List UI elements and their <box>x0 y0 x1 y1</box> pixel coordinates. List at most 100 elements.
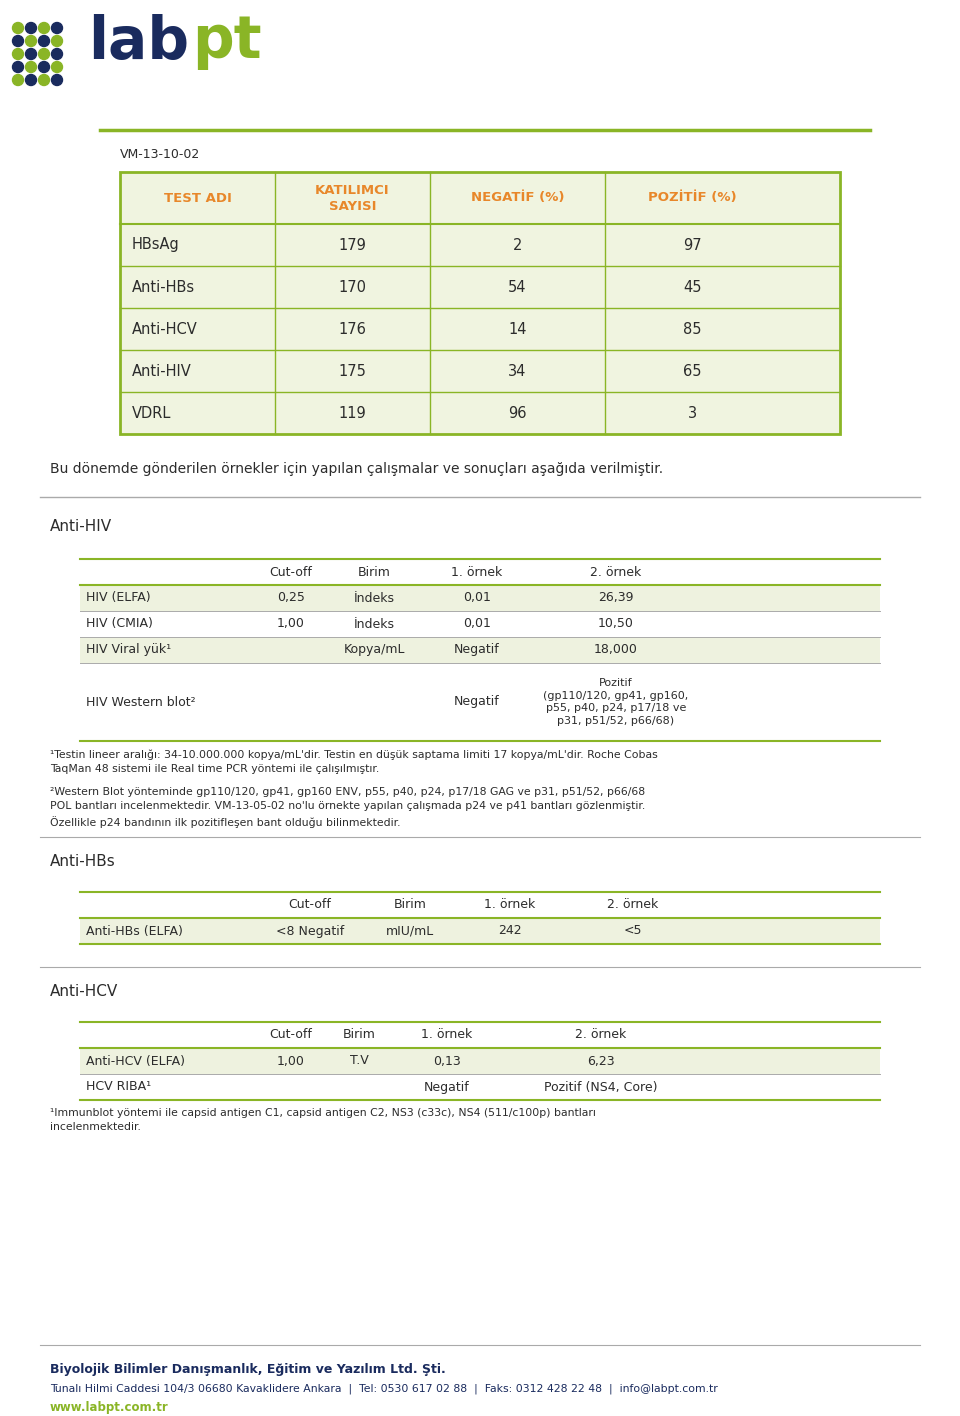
Text: Anti-HBs: Anti-HBs <box>50 854 116 869</box>
Circle shape <box>26 35 36 47</box>
Text: 175: 175 <box>339 364 367 378</box>
Text: 26,39: 26,39 <box>598 592 634 605</box>
Text: mIU/mL: mIU/mL <box>386 925 434 937</box>
Text: 45: 45 <box>684 279 702 295</box>
Text: 1,00: 1,00 <box>277 617 305 630</box>
Text: VM-13-10-02: VM-13-10-02 <box>120 149 201 161</box>
Text: Cut-off: Cut-off <box>270 565 312 579</box>
Circle shape <box>52 48 62 59</box>
Text: Negatif: Negatif <box>454 643 500 657</box>
Text: Anti-HCV: Anti-HCV <box>132 321 198 337</box>
Text: Birim: Birim <box>343 1028 376 1042</box>
Text: 14: 14 <box>508 321 527 337</box>
Circle shape <box>12 48 23 59</box>
Text: Kopya/mL: Kopya/mL <box>344 643 405 657</box>
Text: 0,25: 0,25 <box>277 592 305 605</box>
Text: Birim: Birim <box>394 899 426 912</box>
Text: TEST ADI: TEST ADI <box>163 191 231 204</box>
Circle shape <box>26 75 36 85</box>
Text: Negatif: Negatif <box>424 1080 469 1093</box>
Text: HIV Viral yük¹: HIV Viral yük¹ <box>86 643 171 657</box>
Text: <8 Negatif: <8 Negatif <box>276 925 344 937</box>
Text: 3: 3 <box>688 405 697 421</box>
Text: 1. örnek: 1. örnek <box>451 565 503 579</box>
Text: <5: <5 <box>623 925 641 937</box>
Circle shape <box>12 75 23 85</box>
Circle shape <box>12 35 23 47</box>
Text: ²Western Blot yönteminde gp110/120, gp41, gp160 ENV, p55, p40, p24, p17/18 GAG v: ²Western Blot yönteminde gp110/120, gp41… <box>50 787 645 828</box>
Bar <box>80 1048 880 1073</box>
Circle shape <box>26 48 36 59</box>
Bar <box>80 1073 880 1100</box>
Circle shape <box>38 48 50 59</box>
Text: 1,00: 1,00 <box>277 1055 305 1068</box>
Text: 179: 179 <box>339 238 367 252</box>
Text: Pozitif
(gp110/120, gp41, gp160,
p55, p40, p24, p17/18 ve
p31, p51/52, p66/68): Pozitif (gp110/120, gp41, gp160, p55, p4… <box>543 678 688 726</box>
Circle shape <box>38 75 50 85</box>
Text: 1. örnek: 1. örnek <box>421 1028 472 1042</box>
Text: 2: 2 <box>513 238 522 252</box>
Text: Birim: Birim <box>358 565 391 579</box>
Text: NEGATİF (%): NEGATİF (%) <box>470 191 564 204</box>
Text: Pozitif (NS4, Core): Pozitif (NS4, Core) <box>544 1080 658 1093</box>
Circle shape <box>38 23 50 34</box>
Text: Anti-HBs: Anti-HBs <box>132 279 195 295</box>
Text: 34: 34 <box>508 364 527 378</box>
Text: T.V: T.V <box>350 1055 369 1068</box>
Circle shape <box>38 61 50 72</box>
Text: HIV (CMIA): HIV (CMIA) <box>86 617 153 630</box>
Text: POZİTİF (%): POZİTİF (%) <box>648 191 737 204</box>
Text: pt: pt <box>192 14 262 71</box>
Text: 0,01: 0,01 <box>463 592 491 605</box>
Bar <box>80 585 880 610</box>
Text: Biyolojik Bilimler Danışmanlık, Eğitim ve Yazılım Ltd. Şti.: Biyolojik Bilimler Danışmanlık, Eğitim v… <box>50 1364 445 1376</box>
Circle shape <box>26 23 36 34</box>
Text: 2. örnek: 2. örnek <box>575 1028 627 1042</box>
Text: 2. örnek: 2. örnek <box>607 899 659 912</box>
Circle shape <box>52 75 62 85</box>
Text: Cut-off: Cut-off <box>289 899 331 912</box>
Text: 6,23: 6,23 <box>588 1055 614 1068</box>
Text: HCV RIBA¹: HCV RIBA¹ <box>86 1080 151 1093</box>
Text: Anti-HIV: Anti-HIV <box>50 520 112 534</box>
Text: KATILIMCI
SAYISI: KATILIMCI SAYISI <box>315 184 390 212</box>
Text: ¹Testin lineer aralığı: 34-10.000.000 kopya/mL'dir. Testin en düşük saptama limi: ¹Testin lineer aralığı: 34-10.000.000 ko… <box>50 749 658 773</box>
Text: İndeks: İndeks <box>354 617 395 630</box>
Text: Bu dönemde gönderilen örnekler için yapılan çalışmalar ve sonuçları aşağıda veri: Bu dönemde gönderilen örnekler için yapı… <box>50 462 663 476</box>
Circle shape <box>52 35 62 47</box>
Text: 54: 54 <box>508 279 527 295</box>
Text: 85: 85 <box>684 321 702 337</box>
Text: Anti-HCV (ELFA): Anti-HCV (ELFA) <box>86 1055 185 1068</box>
Text: www.labpt.com.tr: www.labpt.com.tr <box>50 1400 169 1415</box>
Text: HIV (ELFA): HIV (ELFA) <box>86 592 151 605</box>
Text: 97: 97 <box>684 238 702 252</box>
Text: 18,000: 18,000 <box>594 643 638 657</box>
Text: 0,13: 0,13 <box>433 1055 461 1068</box>
Bar <box>80 610 880 637</box>
Text: Tunalı Hilmi Caddesi 104/3 06680 Kavaklidere Ankara  |  Tel: 0530 617 02 88  |  : Tunalı Hilmi Caddesi 104/3 06680 Kavakli… <box>50 1383 718 1393</box>
Text: 2. örnek: 2. örnek <box>590 565 641 579</box>
Circle shape <box>38 35 50 47</box>
Text: ¹Immunblot yöntemi ile capsid antigen C1, capsid antigen C2, NS3 (c33c), NS4 (51: ¹Immunblot yöntemi ile capsid antigen C1… <box>50 1107 596 1131</box>
Circle shape <box>26 61 36 72</box>
Text: lab: lab <box>88 14 189 71</box>
Circle shape <box>52 23 62 34</box>
Text: HBsAg: HBsAg <box>132 238 180 252</box>
Text: İndeks: İndeks <box>354 592 395 605</box>
Bar <box>120 171 840 433</box>
Circle shape <box>12 61 23 72</box>
Text: Anti-HIV: Anti-HIV <box>132 364 192 378</box>
Text: Negatif: Negatif <box>454 695 500 708</box>
Bar <box>80 663 880 741</box>
Text: VDRL: VDRL <box>132 405 172 421</box>
Text: 65: 65 <box>684 364 702 378</box>
Text: Anti-HBs (ELFA): Anti-HBs (ELFA) <box>86 925 182 937</box>
Bar <box>80 637 880 663</box>
Text: 176: 176 <box>339 321 367 337</box>
Circle shape <box>12 23 23 34</box>
Text: 119: 119 <box>339 405 367 421</box>
Circle shape <box>52 61 62 72</box>
Text: 96: 96 <box>508 405 527 421</box>
Text: 10,50: 10,50 <box>598 617 634 630</box>
Text: Anti-HCV: Anti-HCV <box>50 984 118 1000</box>
